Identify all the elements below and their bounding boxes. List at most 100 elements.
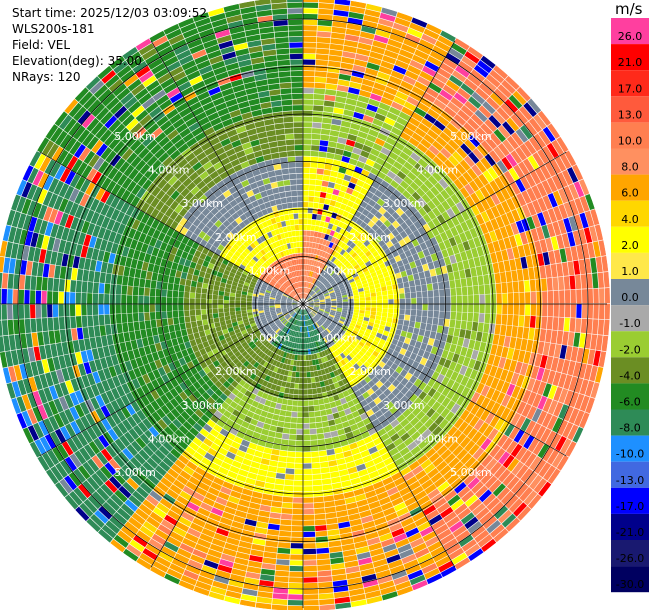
ppi-gate	[321, 287, 327, 292]
ppi-gate	[360, 326, 367, 332]
ppi-gate	[224, 291, 230, 297]
ppi-gate	[303, 594, 319, 600]
ppi-gate	[471, 349, 479, 360]
ppi-gate	[177, 336, 184, 345]
ppi-gate	[443, 359, 452, 369]
ppi-gate	[312, 278, 316, 284]
ppi-gate	[328, 288, 334, 293]
ppi-gate	[377, 299, 383, 304]
ppi-gate	[462, 240, 471, 251]
ppi-gate	[320, 461, 329, 468]
ppi-gate	[347, 182, 356, 190]
ppi-gate	[394, 17, 411, 28]
ppi-gate	[400, 270, 407, 278]
ppi-gate	[320, 409, 327, 416]
ppi-gate	[409, 91, 422, 102]
ppi-gate	[427, 290, 434, 298]
ppi-gate	[355, 218, 363, 226]
ppi-gate	[432, 390, 442, 401]
ppi-gate	[319, 309, 325, 312]
ppi-gate	[500, 369, 509, 381]
ppi-gate	[358, 260, 365, 267]
ppi-gate	[476, 394, 486, 406]
ppi-gate	[503, 260, 511, 272]
ppi-gate	[489, 230, 498, 242]
ppi-gate	[354, 184, 362, 193]
ppi-gate	[116, 275, 123, 285]
ppi-gate	[469, 415, 480, 428]
ppi-gate	[235, 300, 241, 304]
ppi-gate	[317, 232, 322, 238]
ppi-gate	[387, 289, 394, 295]
ppi-gate	[274, 478, 285, 485]
ppi-gate	[303, 247, 306, 253]
ppi-gate	[587, 242, 596, 258]
ppi-gate	[331, 563, 345, 570]
ppi-gate	[284, 479, 294, 486]
ppi-gate	[312, 116, 323, 123]
ppi-gate	[523, 243, 531, 257]
ppi-gate	[375, 157, 386, 166]
ppi-gate	[511, 326, 518, 338]
ppi-gate	[92, 304, 99, 315]
ppi-gate	[306, 360, 310, 366]
ppi-gate	[360, 254, 367, 261]
ppi-gate	[519, 106, 533, 121]
ppi-gate	[536, 410, 548, 425]
ppi-gate	[557, 219, 567, 235]
ppi-gate	[401, 257, 409, 265]
ppi-gate	[413, 177, 424, 187]
ppi-gate	[350, 319, 357, 325]
ppi-gate	[303, 196, 309, 202]
ppi-gate	[475, 160, 487, 173]
ppi-gate	[529, 456, 542, 471]
ppi-gate	[303, 355, 306, 361]
ppi-gate	[506, 396, 516, 410]
ppi-gate	[286, 462, 295, 469]
ppi-gate	[313, 105, 324, 112]
ppi-gate	[313, 308, 319, 312]
ppi-gate	[336, 311, 342, 315]
ppi-gate	[418, 381, 427, 391]
ppi-gate	[524, 453, 537, 468]
ppi-gate	[320, 244, 326, 251]
ppi-gate	[308, 411, 315, 418]
ppi-gate	[312, 479, 322, 486]
ppi-gate	[229, 300, 235, 304]
ppi-gate	[372, 275, 379, 281]
ppi-gate	[306, 230, 311, 236]
ppi-gate	[355, 248, 362, 255]
ppi-gate	[533, 328, 541, 341]
ppi-gate	[501, 282, 508, 294]
ppi-gate	[279, 410, 287, 416]
ppi-gate	[473, 236, 482, 248]
ppi-gate	[87, 293, 93, 304]
ppi-gate	[310, 283, 313, 289]
ppi-gate	[308, 247, 312, 254]
ppi-gate	[343, 260, 350, 266]
ppi-gate	[386, 317, 393, 323]
ppi-gate	[287, 399, 293, 406]
ppi-gate	[359, 297, 365, 301]
ppi-gate	[307, 307, 313, 311]
ppi-gate	[528, 117, 542, 133]
ppi-gate	[470, 69, 486, 83]
ppi-gate	[436, 167, 447, 178]
ppi-gate	[309, 283, 312, 289]
ppi-gate	[595, 256, 603, 273]
ppi-gate	[335, 291, 341, 296]
ppi-gate	[351, 286, 358, 291]
ppi-gate	[455, 279, 462, 288]
ppi-gate	[311, 145, 320, 151]
ppi-gate	[344, 270, 351, 276]
ppi-gate	[550, 357, 559, 372]
ppi-gate	[329, 270, 335, 276]
ppi-gate	[314, 376, 320, 383]
ppi-gate	[303, 446, 311, 452]
ppi-gate	[95, 336, 103, 348]
ppi-gate	[436, 203, 446, 214]
ppi-gate	[439, 296, 445, 304]
ppi-gate	[1, 288, 7, 304]
ppi-gate	[546, 177, 558, 193]
ppi-gate	[336, 293, 342, 297]
